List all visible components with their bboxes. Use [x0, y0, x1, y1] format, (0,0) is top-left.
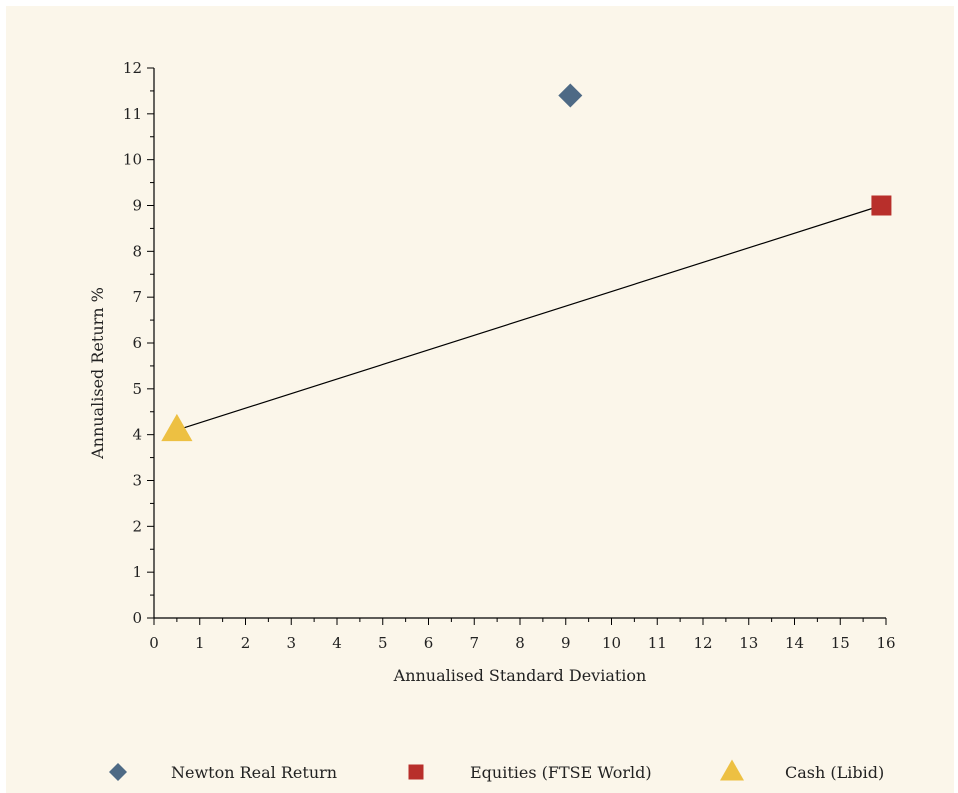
legend-triangle-marker	[720, 759, 744, 781]
legend-label: Equities (FTSE World)	[470, 763, 652, 782]
legend-square-marker	[408, 764, 424, 780]
x-tick-label: 12	[693, 634, 712, 652]
legend-label: Cash (Libid)	[785, 763, 884, 782]
data-points	[161, 83, 892, 442]
axes	[153, 68, 886, 619]
x-tick-label: 5	[378, 634, 388, 652]
x-tick-label: 10	[602, 634, 621, 652]
y-tick-label: 5	[132, 380, 142, 398]
y-tick-label: 0	[132, 609, 142, 627]
x-tick-label: 1	[195, 634, 205, 652]
x-tick-label: 6	[424, 634, 434, 652]
x-tick-label: 9	[561, 634, 571, 652]
x-tick-label: 0	[149, 634, 159, 652]
x-tick-label: 14	[785, 634, 804, 652]
legend-diamond-marker	[109, 763, 127, 781]
y-tick-label: 1	[132, 563, 142, 581]
legend-label: Newton Real Return	[171, 763, 337, 782]
square-point-equities-ftse-world	[871, 195, 892, 216]
legend: Newton Real Return Equities (FTSE World) C…	[109, 759, 884, 782]
y-tick-label: 12	[123, 59, 142, 77]
y-tick-label: 3	[132, 472, 142, 490]
x-tick-label: 7	[469, 634, 479, 652]
frontier-line	[176, 204, 882, 431]
y-tick-label: 6	[132, 334, 142, 352]
x-tick-label: 15	[831, 634, 850, 652]
y-tick-label: 8	[132, 242, 142, 260]
x-tick-label: 3	[286, 634, 296, 652]
x-tick-label: 2	[241, 634, 251, 652]
y-tick-label: 9	[132, 197, 142, 215]
x-tick-label: 4	[332, 634, 342, 652]
diamond-point-newton-real-return	[558, 83, 583, 108]
x-tick-label: 8	[515, 634, 525, 652]
y-tick-label: 7	[132, 288, 142, 306]
y-tick-label: 10	[123, 151, 142, 169]
chart-background	[6, 6, 954, 793]
triangle-point-cash-libid	[161, 413, 193, 442]
x-tick-label: 13	[739, 634, 758, 652]
x-axis-title: Annualised Standard Deviation	[393, 666, 647, 685]
y-axis-title: Annualised Return %	[88, 287, 107, 460]
x-ticks: 0 1 2 3 4 5 6 7 8 9 10 11 12 13 14 15 16	[149, 618, 896, 652]
y-tick-label: 4	[132, 426, 142, 444]
trend-lines	[176, 204, 882, 431]
y-tick-label: 11	[123, 105, 142, 123]
x-tick-label: 11	[648, 634, 667, 652]
x-tick-label: 16	[876, 634, 895, 652]
y-tick-label: 2	[132, 517, 142, 535]
